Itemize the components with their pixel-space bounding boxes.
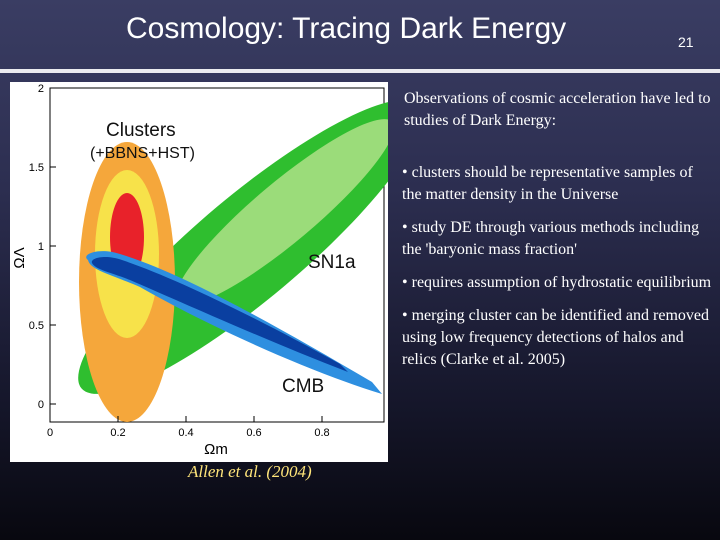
sn1a-contour-inner xyxy=(176,119,388,305)
clusters-sublabel: (+BBNS+HST) xyxy=(90,145,195,162)
constraints-plot: 2 1.5 1 0.5 0 0 0.2 0.4 0.6 0.8 ΩΛ Ωm Cl… xyxy=(11,83,388,458)
cmb-contour-inner xyxy=(91,256,349,372)
title-rule xyxy=(0,69,720,73)
cmb-contours xyxy=(86,251,382,394)
x-tick-label: 0 xyxy=(47,427,53,439)
x-axis-label: Ωm xyxy=(204,441,228,458)
bullet-item: • merging cluster can be identified and r… xyxy=(402,305,714,371)
bullet-item: • clusters should be representative sampl… xyxy=(402,162,714,206)
bullet-text: study DE through various methods includi… xyxy=(402,219,700,258)
y-axis-label: ΩΛ xyxy=(11,247,28,268)
constraints-figure: 2 1.5 1 0.5 0 0 0.2 0.4 0.6 0.8 ΩΛ Ωm Cl… xyxy=(10,82,388,462)
bullet-symbol: • xyxy=(402,164,408,181)
y-tick-label: 1.5 xyxy=(29,162,44,174)
x-tick-marks xyxy=(49,416,323,422)
bullet-item: • study DE through various methods includ… xyxy=(402,217,714,261)
clusters-label: Clusters xyxy=(106,120,176,141)
bullet-symbol: • xyxy=(402,274,408,291)
intro-text: Observations of cosmic acceleration have… xyxy=(404,90,711,129)
figure-caption: Allen et al. (2004) xyxy=(188,462,312,481)
bullet-symbol: • xyxy=(402,307,408,324)
x-tick-label: 0.4 xyxy=(178,427,193,439)
sn1a-label: SN1a xyxy=(308,252,356,273)
slide-number: 21 xyxy=(678,34,694,50)
bullet-symbol: • xyxy=(402,219,408,236)
y-tick-label: 0.5 xyxy=(29,320,44,332)
bullet-text: merging cluster can be identified and re… xyxy=(402,307,709,368)
x-tick-label: 0.8 xyxy=(314,427,329,439)
clusters-contours xyxy=(79,142,175,422)
text-panel: Observations of cosmic acceleration have… xyxy=(402,88,714,382)
x-tick-label: 0.6 xyxy=(246,427,261,439)
bullet-text: clusters should be representative sample… xyxy=(402,164,693,203)
y-tick-label: 0 xyxy=(38,399,44,411)
y-tick-label: 2 xyxy=(38,83,44,95)
bullet-item: • requires assumption of hydrostatic equi… xyxy=(402,272,714,294)
y-tick-label: 1 xyxy=(38,241,44,253)
slide-title: Cosmology: Tracing Dark Energy xyxy=(126,12,567,45)
x-tick-label: 0.2 xyxy=(110,427,125,439)
y-tick-marks xyxy=(50,87,56,405)
cmb-label: CMB xyxy=(282,376,324,397)
bullet-text: requires assumption of hydrostatic equil… xyxy=(411,274,712,291)
